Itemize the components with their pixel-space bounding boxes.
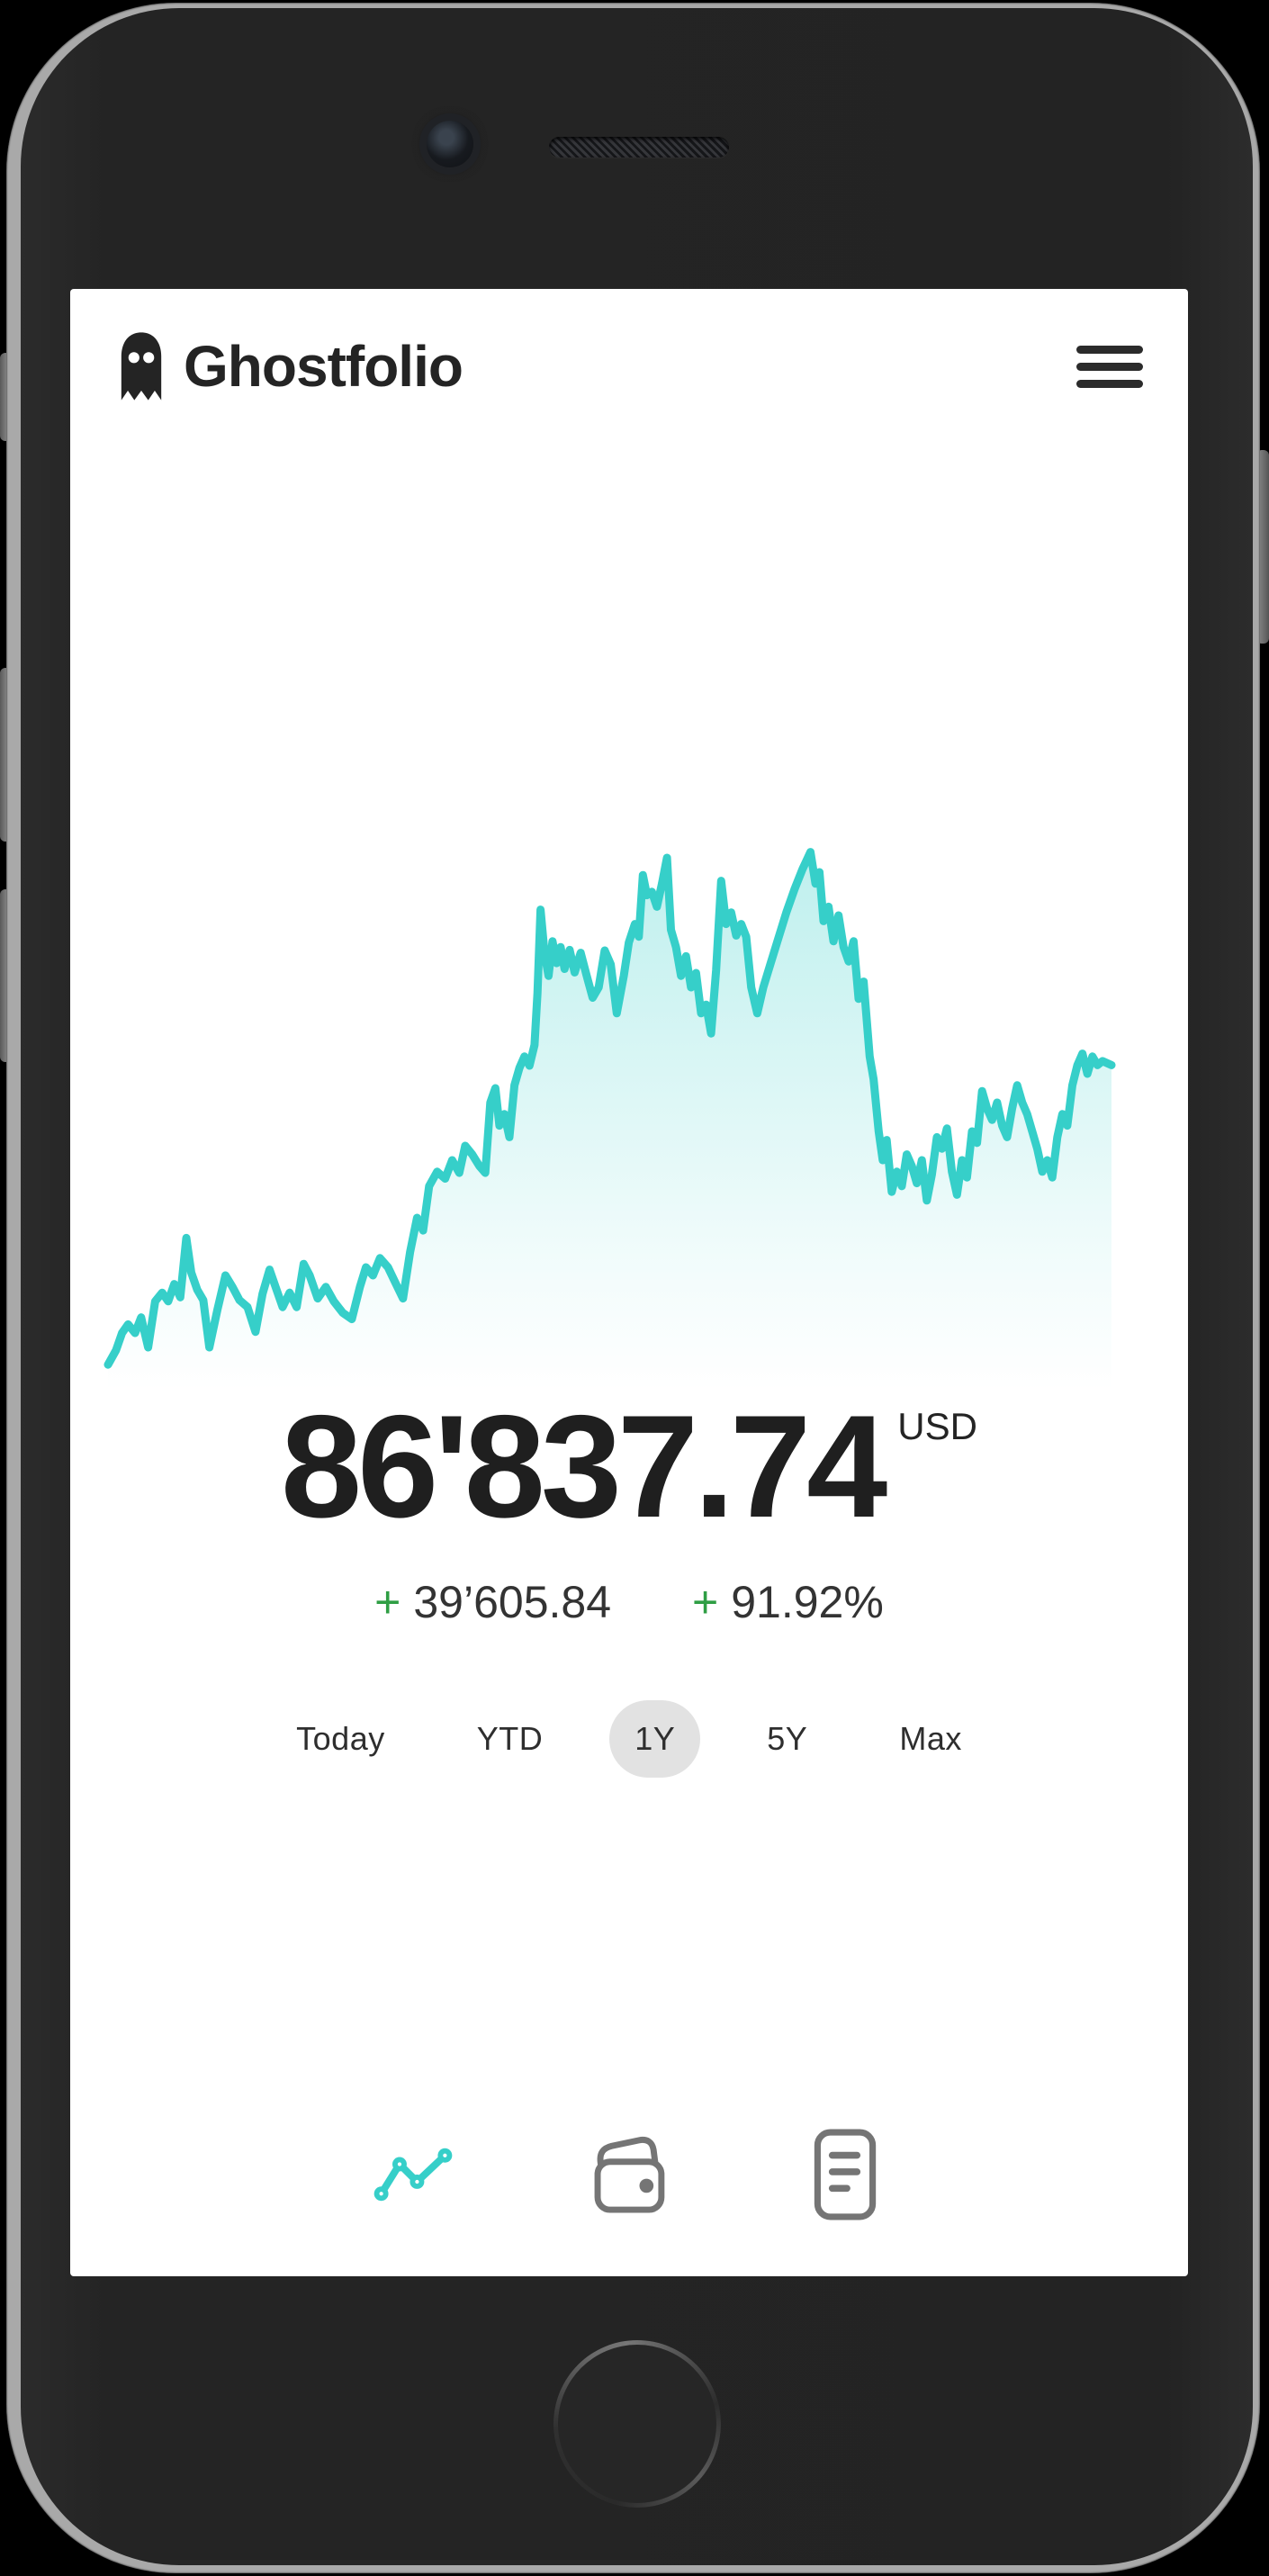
performance-row: + 39’605.84 + 91.92% bbox=[70, 1576, 1188, 1628]
date-range-selector: Today YTD 1Y 5Y Max bbox=[70, 1700, 1188, 1778]
app-header: Ghostfolio bbox=[117, 325, 1143, 408]
total-value-row: 86'837.74 USD bbox=[70, 1385, 1188, 1548]
chart-area-fill bbox=[108, 851, 1112, 1391]
earpiece-speaker bbox=[549, 137, 729, 158]
bottom-navigation bbox=[70, 2125, 1188, 2224]
range-button-ytd[interactable]: YTD bbox=[452, 1700, 569, 1778]
nav-tab-wallet[interactable] bbox=[582, 2125, 676, 2224]
hamburger-icon bbox=[1076, 345, 1143, 354]
currency-label: USD bbox=[897, 1405, 977, 1447]
performance-chart[interactable] bbox=[104, 815, 1116, 1391]
percent-change-value: 91.92% bbox=[731, 1577, 884, 1627]
range-button-today[interactable]: Today bbox=[271, 1700, 410, 1778]
nav-tab-overview[interactable] bbox=[366, 2125, 460, 2224]
absolute-change: + 39’605.84 bbox=[374, 1576, 611, 1628]
total-value: 86'837.74 bbox=[281, 1385, 887, 1548]
plus-sign: + bbox=[374, 1577, 401, 1627]
wallet-icon bbox=[594, 2136, 665, 2213]
nav-tab-report[interactable] bbox=[798, 2125, 892, 2224]
range-button-1y[interactable]: 1Y bbox=[609, 1700, 701, 1778]
app-screen: Ghostfolio 86'837.74 bbox=[70, 289, 1188, 2276]
home-button[interactable] bbox=[554, 2340, 721, 2508]
range-button-max[interactable]: Max bbox=[874, 1700, 987, 1778]
hamburger-menu-button[interactable] bbox=[1076, 331, 1143, 402]
line-chart-icon bbox=[374, 2148, 453, 2202]
chart-line bbox=[104, 848, 1116, 1369]
ghost-icon bbox=[121, 332, 162, 401]
front-camera bbox=[427, 121, 473, 167]
report-icon bbox=[814, 2129, 877, 2220]
range-button-5y[interactable]: 5Y bbox=[742, 1700, 832, 1778]
page-title: Ghostfolio bbox=[184, 334, 464, 399]
absolute-change-value: 39’605.84 bbox=[413, 1577, 612, 1627]
plus-sign: + bbox=[692, 1577, 719, 1627]
area-chart-svg bbox=[104, 848, 1116, 1391]
percent-change: + 91.92% bbox=[692, 1576, 884, 1628]
